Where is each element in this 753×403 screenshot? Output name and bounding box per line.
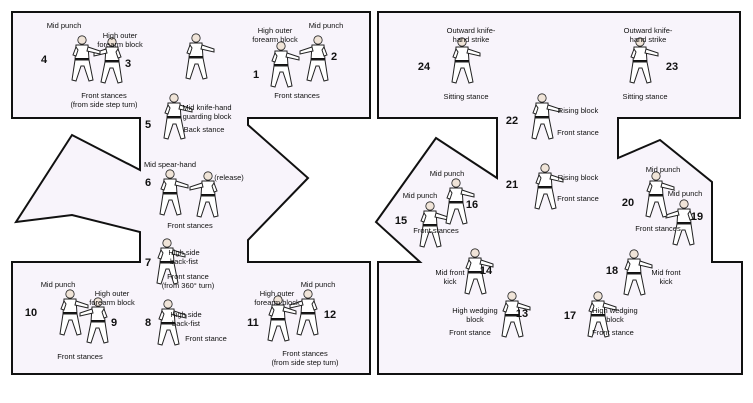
move-5-figure [163, 93, 193, 140]
figure-layer [59, 33, 695, 346]
move-21-number: 21 [506, 179, 518, 191]
move-10-figure [59, 289, 89, 336]
move-22-figure [531, 93, 561, 140]
move-24-figure [451, 37, 481, 84]
move-15-number: 15 [395, 215, 407, 227]
move-23-label: Outward knife-hand strike [624, 26, 673, 44]
stance-label-s-8: Front stance [185, 334, 227, 343]
move-5-label: Mid knife-hand guarding block [182, 103, 231, 121]
stance-label-s-9-10: Front stances [57, 352, 103, 361]
move-9-label: High outer forearm block [89, 289, 135, 307]
move-13-label: High wedging block [452, 306, 497, 324]
stance-label-s-6-release: (release) [214, 173, 244, 182]
move-2-figure [299, 35, 329, 82]
move-20-number: 20 [622, 197, 634, 209]
move-4-label: Mid punch [47, 21, 82, 30]
move-1-figure [270, 41, 300, 88]
move-18-label: Mid front kick [651, 268, 681, 286]
ready-figure [185, 33, 215, 80]
move-17-label: High wedging block [592, 306, 637, 324]
stance-label-s-5: Back stance [184, 125, 225, 134]
move-19-number: 19 [691, 211, 703, 223]
move-13-number: 13 [516, 308, 528, 320]
move-9-figure [79, 297, 109, 344]
move-7-figure [156, 238, 186, 285]
stance-label-s-11-12: Front stances (from side step turn) [271, 349, 339, 367]
move-8-label: High side back-fist [170, 310, 201, 328]
move-19-figure [665, 199, 695, 246]
move-3-label: High outer forearm block [97, 31, 143, 49]
stance-label-s-3-4: Front stances (from side step turn) [70, 91, 138, 109]
move-1-number: 1 [253, 69, 259, 81]
move-6-figure [159, 169, 189, 216]
move-8-figure [157, 299, 187, 346]
move-16-label: Mid punch [430, 169, 465, 178]
move-6-number: 6 [145, 177, 151, 189]
move-18-number: 18 [606, 265, 618, 277]
move-12-label: Mid punch [301, 280, 336, 289]
move-7-label: High side back-fist [168, 248, 199, 266]
move-12-figure [289, 289, 319, 336]
move-1-label: High outer forearm block [252, 26, 298, 44]
move-2-number: 2 [331, 51, 337, 63]
move-4-number: 4 [41, 54, 48, 66]
move-9-number: 9 [111, 317, 117, 329]
move-8-number: 8 [145, 317, 151, 329]
move-17-number: 17 [564, 310, 576, 322]
move-13-figure [501, 291, 531, 338]
stance-label-s-6: Front stances [167, 221, 213, 230]
move-16-number: 16 [466, 199, 478, 211]
move-21-label: Rising block [558, 173, 599, 182]
move-7-number: 7 [145, 257, 151, 269]
stance-label-s-23: Sitting stance [622, 92, 667, 101]
move-5-number: 5 [145, 119, 151, 131]
move-23-number: 23 [666, 61, 678, 73]
stance-label-s-17: Front stance [592, 328, 634, 337]
move-24-label: Outward knife-hand strike [447, 26, 496, 44]
stance-label-s-1-2: Front stances [274, 91, 320, 100]
move-14-figure [464, 248, 494, 295]
move-6-label: Mid spear-hand [144, 160, 196, 169]
move-10-number: 10 [25, 307, 37, 319]
stance-label-s-13: Front stance [449, 328, 491, 337]
label-layer: 1 High outer forearm block 2 Mid punch 3 High … [25, 21, 703, 367]
move-18-figure [623, 249, 653, 296]
move-14-label: Mid front kick [435, 268, 465, 286]
stance-label-s-24: Sitting stance [443, 92, 488, 101]
move-3-number: 3 [125, 58, 131, 70]
move-10-label: Mid punch [41, 280, 76, 289]
move-20-figure [645, 171, 675, 218]
move-12-number: 12 [324, 309, 336, 321]
move-22-number: 22 [506, 115, 518, 127]
move-20-label: Mid punch [646, 165, 681, 174]
move-16-figure [445, 178, 475, 225]
left-pattern-panel [11, 11, 371, 375]
stance-label-s-22: Front stance [557, 128, 599, 137]
move-19-label: Mid punch [668, 189, 703, 198]
move-11-number: 11 [247, 317, 259, 329]
move-11-label: High outer forearm block [254, 289, 300, 307]
move-23-figure [629, 37, 659, 84]
move-17-figure [587, 291, 617, 338]
move-11-figure [267, 295, 297, 342]
stance-label-s-19-20: Front stances [635, 224, 681, 233]
move-22-label: Rising block [558, 106, 599, 115]
move-21-figure [534, 163, 564, 210]
move-14-number: 14 [480, 265, 493, 277]
move-15-label: Mid punch [403, 191, 438, 200]
release-figure [189, 171, 219, 218]
move-4-figure [71, 35, 101, 82]
stance-label-s-21: Front stance [557, 194, 599, 203]
stance-label-s-7: Front stance (from 360° turn) [162, 272, 215, 290]
stance-label-s-15-16: Front stances [413, 226, 459, 235]
move-24-number: 24 [418, 61, 431, 73]
move-2-label: Mid punch [309, 21, 344, 30]
